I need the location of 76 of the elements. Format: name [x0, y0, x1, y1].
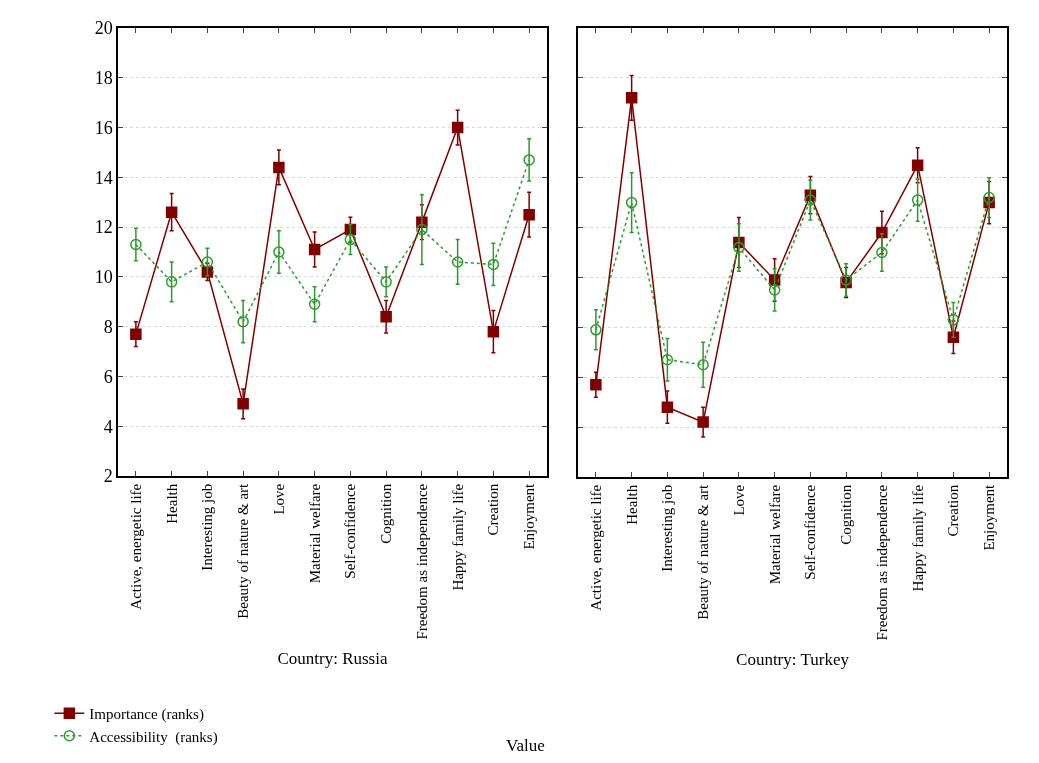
y-tick-label: 10: [94, 267, 113, 288]
point: [733, 241, 745, 254]
x-tick-label: Material welfare: [766, 484, 783, 585]
y-tick-label: 8: [103, 316, 113, 337]
x-axis-title: Country: Turkey: [736, 650, 850, 670]
x-tick-label: Enjoyment: [521, 482, 538, 550]
x-tick-label: Cognition: [378, 483, 395, 544]
text: Value: [506, 736, 545, 755]
point: [768, 284, 781, 296]
x-tick-label: Creation: [945, 484, 962, 537]
point: [487, 258, 500, 271]
y-tick-label: 20: [94, 18, 113, 39]
y-tick-label: 6: [103, 366, 113, 387]
point: [130, 238, 142, 251]
point: [590, 324, 602, 336]
point: [947, 314, 960, 326]
x-tick-label: Enjoyment: [981, 483, 998, 551]
point: [201, 256, 214, 268]
point: [523, 154, 535, 166]
point: [911, 194, 924, 206]
x-tick-label: Freedom as independence: [873, 484, 890, 641]
point: [380, 276, 392, 288]
point: [237, 315, 249, 328]
point: [273, 161, 285, 174]
x-tick-label: Health: [623, 484, 640, 525]
point: [590, 378, 602, 391]
x-tick-label: Beauty of nature & art: [695, 483, 712, 620]
x-tick-label: Active, energetic life: [127, 483, 144, 610]
x-tick-label: Material welfare: [306, 483, 323, 584]
x-tick-label: Health: [163, 483, 180, 524]
point: [523, 208, 535, 221]
x-tick-label: Interesting job: [659, 484, 676, 572]
point: [308, 243, 321, 256]
y-tick-label: 2: [103, 466, 113, 487]
x-tick-label: Active, energetic life: [587, 484, 604, 611]
x-tick-label: Creation: [485, 483, 502, 536]
point: [308, 298, 321, 311]
y-tick-label: 16: [94, 117, 113, 138]
x-axis-title: Country: Russia: [277, 649, 388, 669]
point: [661, 401, 674, 413]
point: [237, 398, 249, 410]
point: [911, 159, 924, 171]
point: [130, 328, 142, 340]
y-tick-label: 14: [94, 167, 113, 188]
x-tick-label: Love: [730, 484, 747, 516]
point: [661, 354, 674, 366]
point: [165, 276, 178, 288]
point: [416, 223, 428, 236]
point: [273, 246, 285, 258]
legend-label: Importance (ranks): [89, 706, 204, 724]
x-tick-label: Beauty of nature & art: [235, 482, 252, 619]
point: [487, 325, 500, 338]
point: [804, 194, 817, 206]
x-tick-label: Love: [270, 483, 287, 515]
x-tick-label: Happy family life: [449, 483, 466, 591]
x-tick-label: Happy family life: [909, 484, 926, 592]
x-tick-label: Self-confidence: [802, 484, 819, 580]
y-tick-label: 18: [94, 68, 113, 89]
x-tick-label: Interesting job: [199, 483, 216, 571]
point: [451, 121, 464, 134]
y-tick-label: 4: [103, 416, 113, 437]
legend-label: Accessibility (ranks): [89, 728, 218, 746]
point: [697, 416, 709, 428]
point: [983, 191, 995, 204]
point: [344, 233, 357, 246]
y-tick-label: 12: [94, 217, 113, 238]
x-tick-label: Cognition: [838, 484, 855, 545]
x-tick-label: Freedom as independence: [413, 483, 430, 640]
point: [165, 206, 178, 218]
point: [380, 310, 392, 323]
point: [451, 256, 464, 268]
x-tick-label: Self-confidence: [342, 483, 359, 579]
point: [625, 196, 638, 209]
point: [876, 246, 888, 259]
point: [697, 359, 709, 371]
point: [625, 92, 638, 104]
